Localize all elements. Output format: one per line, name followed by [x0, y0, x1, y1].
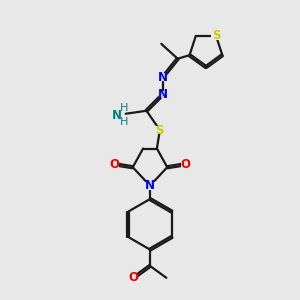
- Text: S: S: [212, 29, 220, 42]
- Text: S: S: [156, 124, 164, 136]
- Text: O: O: [109, 158, 119, 171]
- FancyBboxPatch shape: [110, 160, 119, 168]
- Text: H: H: [120, 117, 128, 127]
- FancyBboxPatch shape: [159, 91, 167, 98]
- Text: N: N: [158, 88, 168, 101]
- Text: N: N: [112, 109, 122, 122]
- Text: N: N: [145, 179, 155, 192]
- Text: O: O: [181, 158, 191, 171]
- FancyBboxPatch shape: [159, 73, 167, 81]
- FancyBboxPatch shape: [145, 182, 155, 190]
- Text: O: O: [129, 271, 139, 284]
- FancyBboxPatch shape: [211, 32, 221, 40]
- Text: N: N: [158, 71, 168, 84]
- Text: H: H: [120, 103, 128, 113]
- FancyBboxPatch shape: [155, 126, 165, 134]
- FancyBboxPatch shape: [181, 160, 190, 168]
- FancyBboxPatch shape: [129, 274, 138, 282]
